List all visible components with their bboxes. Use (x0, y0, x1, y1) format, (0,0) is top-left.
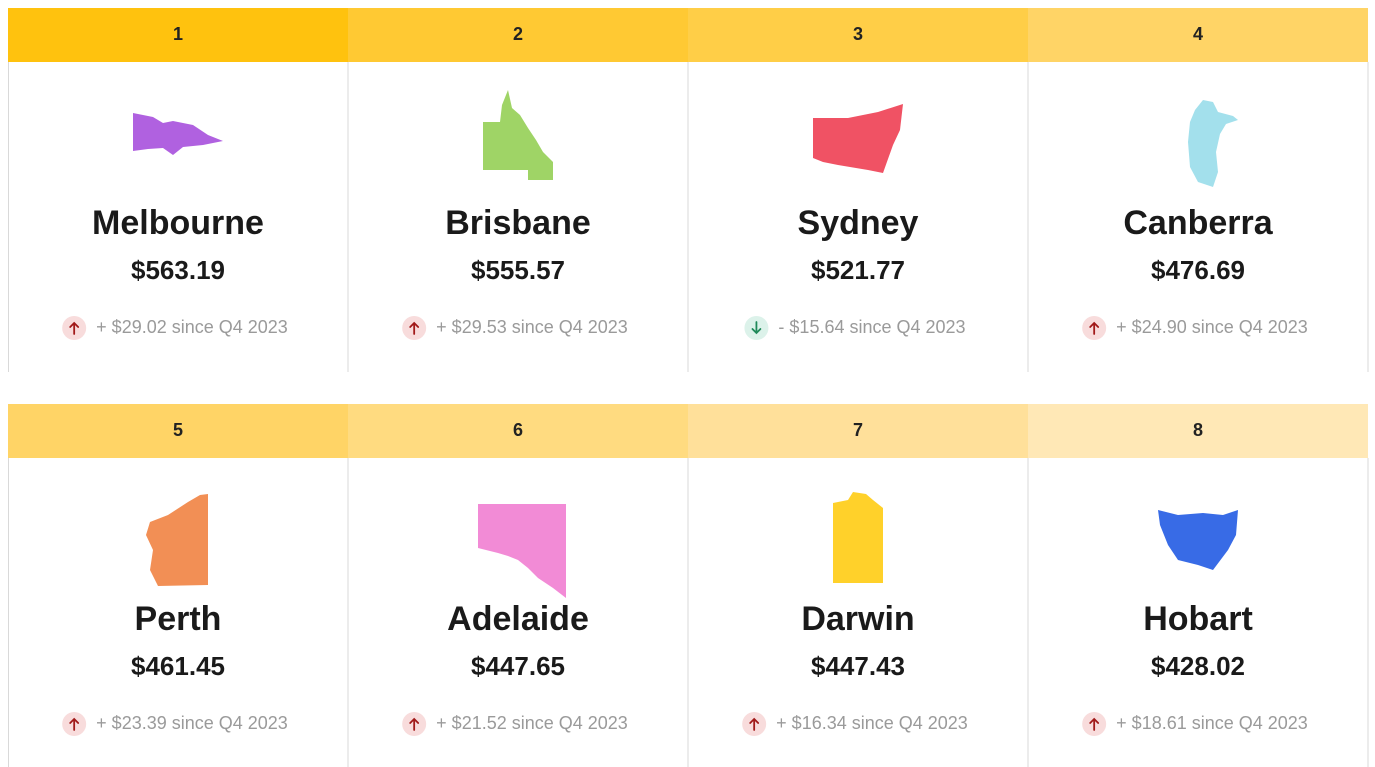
price: $555.57 (471, 255, 565, 285)
state-shape (813, 104, 903, 173)
state-shape (1158, 510, 1238, 570)
price: $563.19 (131, 255, 225, 285)
price: $476.69 (1151, 255, 1245, 285)
city-name: Perth (135, 600, 222, 638)
price: $461.45 (131, 651, 225, 681)
arrow-path (409, 321, 420, 335)
state-shape (483, 90, 553, 180)
rank-header (8, 8, 348, 62)
rank-header (1028, 404, 1368, 458)
trend-arrow (1089, 321, 1100, 335)
rank-number: 4 (1193, 24, 1203, 44)
rank-number: 3 (853, 24, 863, 44)
change-text: + $18.61 since Q4 2023 (1116, 713, 1308, 733)
arrow-path (1089, 321, 1100, 335)
city-name: Darwin (801, 600, 914, 638)
trend-arrow (69, 717, 80, 731)
city-name: Sydney (798, 204, 919, 242)
city-name: Canberra (1123, 204, 1273, 242)
trend-arrow (69, 321, 80, 335)
rank-number: 1 (173, 24, 183, 44)
rank-number: 6 (513, 420, 523, 440)
rank-number: 5 (173, 420, 183, 440)
state-shape (478, 504, 566, 598)
trend-arrow (1089, 717, 1100, 731)
rank-header (348, 8, 688, 62)
city-name: Brisbane (445, 204, 591, 242)
trend-arrow (409, 321, 420, 335)
rank-number: 2 (513, 24, 523, 44)
change-text: + $29.02 since Q4 2023 (96, 317, 288, 337)
change-text: + $23.39 since Q4 2023 (96, 713, 288, 733)
rank-header (1028, 8, 1368, 62)
price: $447.43 (811, 651, 905, 681)
arrow-path (749, 717, 760, 731)
price: $447.65 (471, 651, 565, 681)
price: $428.02 (1151, 651, 1245, 681)
state-shape (133, 113, 223, 155)
city-name: Melbourne (92, 204, 264, 242)
arrow-path (409, 717, 420, 731)
change-text: - $15.64 since Q4 2023 (778, 317, 965, 337)
trend-arrow (751, 321, 762, 335)
trend-arrow (409, 717, 420, 731)
city-name: Hobart (1143, 600, 1253, 638)
change-text: + $16.34 since Q4 2023 (776, 713, 968, 733)
state-shape (833, 492, 883, 583)
rank-header (348, 404, 688, 458)
arrow-path (1089, 717, 1100, 731)
rank-header (688, 8, 1028, 62)
trend-arrow (749, 717, 760, 731)
rank-number: 8 (1193, 420, 1203, 440)
city-name: Adelaide (447, 600, 589, 638)
change-text: + $24.90 since Q4 2023 (1116, 317, 1308, 337)
state-shape (1188, 100, 1238, 187)
arrow-path (69, 321, 80, 335)
arrow-path (751, 321, 762, 335)
arrow-path (69, 717, 80, 731)
rank-header (688, 404, 1028, 458)
price: $521.77 (811, 255, 905, 285)
state-shape (146, 494, 208, 586)
rank-number: 7 (853, 420, 863, 440)
change-text: + $29.53 since Q4 2023 (436, 317, 628, 337)
rank-header (8, 404, 348, 458)
change-text: + $21.52 since Q4 2023 (436, 713, 628, 733)
